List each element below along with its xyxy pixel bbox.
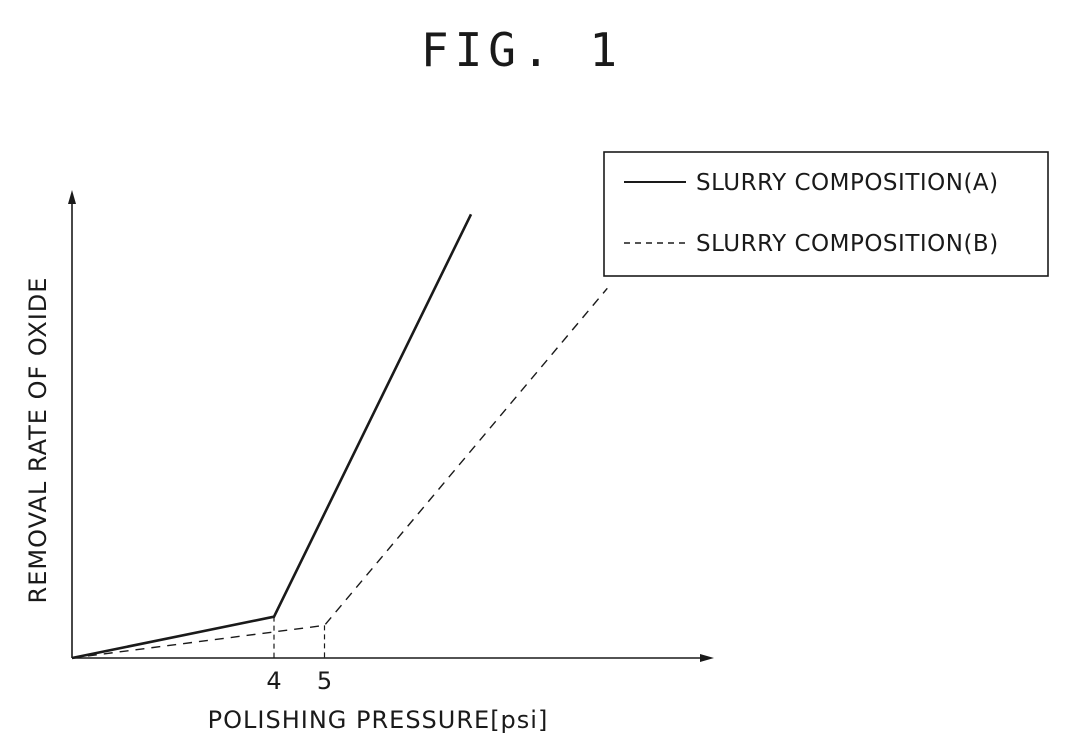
x-axis-arrow	[700, 654, 714, 662]
series-layer	[72, 214, 607, 658]
y-axis-arrow	[68, 190, 76, 204]
breakpoint-guides	[274, 617, 325, 658]
x-tick-label-4: 4	[266, 667, 281, 695]
series-line-b	[72, 288, 607, 658]
series-line-a	[72, 214, 471, 658]
figure-label: FIG. 1	[421, 23, 623, 77]
x-axis-label: POLISHING PRESSURE[psi]	[208, 706, 549, 734]
legend-entry-b: SLURRY COMPOSITION(B)	[696, 231, 999, 257]
legend: SLURRY COMPOSITION(A) SLURRY COMPOSITION…	[604, 152, 1048, 276]
x-tick-label-5: 5	[317, 667, 332, 695]
x-tick-labels: 45	[266, 667, 332, 695]
legend-entry-a: SLURRY COMPOSITION(A)	[696, 170, 999, 196]
y-axis-label: REMOVAL RATE OF OXIDE	[24, 277, 52, 604]
